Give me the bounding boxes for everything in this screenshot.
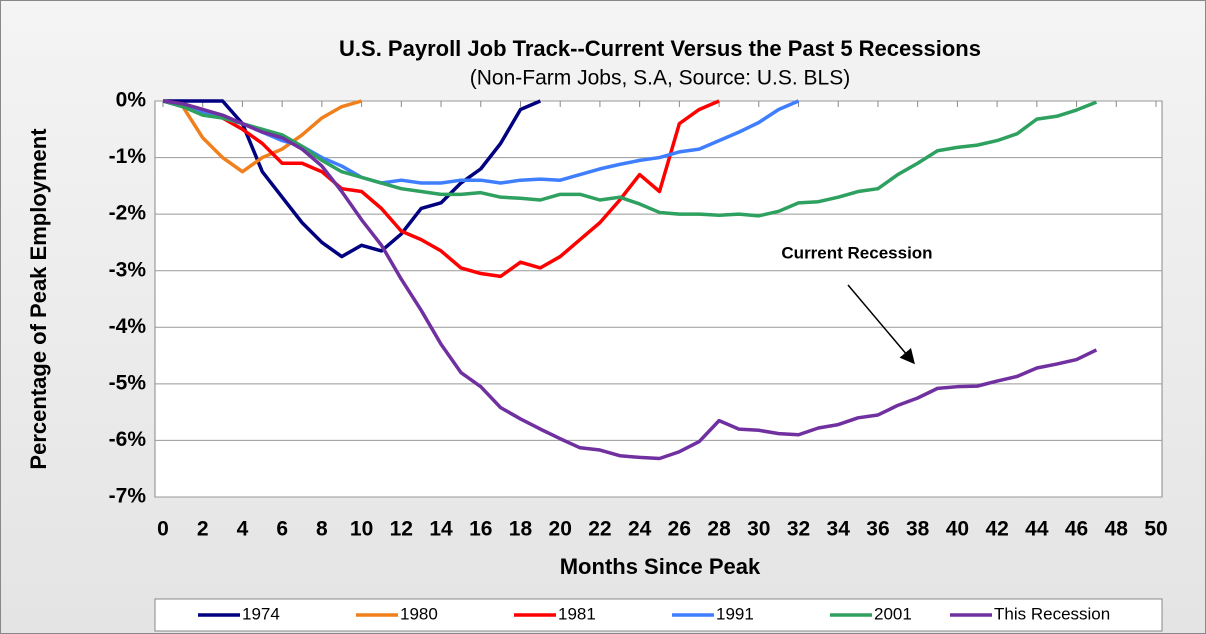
x-tick-label: 48	[1105, 518, 1129, 541]
x-tick-label: 18	[509, 518, 533, 541]
x-tick-label: 2	[197, 518, 209, 541]
legend-label: 1991	[716, 604, 754, 623]
x-tick-label: 22	[588, 518, 611, 541]
y-tick-label: -2%	[109, 202, 147, 225]
marks: -7%-6%-5%-4%-3%-2%-1%0%0 2 4 6 8 10 12 14 16 18 20…	[109, 89, 1168, 624]
series-line	[162, 99, 720, 279]
x-tick-label: 16	[469, 518, 492, 541]
series-line	[162, 99, 363, 174]
x-tick-label: 28	[707, 518, 731, 541]
x-tick-label: 50	[1144, 518, 1167, 541]
x-tick-label: 4	[237, 518, 249, 541]
x-tick-label: 44	[1025, 518, 1049, 541]
legend-label: 1974	[242, 604, 280, 623]
x-tick-label: 32	[787, 518, 810, 541]
chart-subtitle: (Non-Farm Jobs, S.A, Source: U.S. BLS)	[470, 67, 850, 90]
y-tick-label: -7%	[109, 485, 147, 508]
y-tick-label: 0%	[116, 89, 147, 112]
series-line	[163, 99, 542, 259]
x-tick-label: 30	[747, 518, 770, 541]
series-line	[162, 99, 1098, 461]
x-tick-label: 6	[276, 518, 288, 541]
y-tick-label: -1%	[109, 145, 147, 168]
x-tick-label: 38	[906, 518, 930, 541]
x-tick-label: 40	[946, 518, 969, 541]
x-tick-label: 46	[1065, 518, 1088, 541]
x-tick-label: 12	[390, 518, 413, 541]
x-tick-label: 14	[429, 518, 453, 541]
x-tick-label: 20	[549, 518, 572, 541]
x-tick-label: 36	[866, 518, 889, 541]
x-tick-label: 10	[350, 518, 373, 541]
y-tick-label: -6%	[109, 428, 147, 451]
x-tick-label: 8	[316, 518, 328, 541]
annotation-arrow	[847, 284, 915, 365]
plot-area	[154, 100, 1163, 498]
chart-title: U.S. Payroll Job Track--Current Versus t…	[339, 36, 981, 61]
x-tick-label: 26	[668, 518, 691, 541]
y-tick-label: -4%	[109, 315, 147, 338]
x-tick-label: 0	[157, 518, 169, 541]
y-tick-label: -3%	[109, 258, 147, 281]
x-tick-label: 24	[628, 518, 652, 541]
legend-label: This Recession	[994, 604, 1110, 623]
x-tick-label: 34	[827, 518, 851, 541]
x-tick-label: 42	[985, 518, 1008, 541]
x-axis-label: Months Since Peak	[560, 554, 761, 579]
series-line	[162, 99, 1098, 218]
y-axis-label: Percentage of Peak Employment	[26, 128, 51, 470]
legend-label: 1981	[558, 604, 596, 623]
legend	[154, 598, 1163, 632]
y-tick-label: -5%	[109, 371, 147, 394]
legend-label: 1980	[400, 604, 438, 623]
legend-label: 2001	[874, 604, 912, 623]
annotation: Current Recession	[781, 243, 932, 262]
